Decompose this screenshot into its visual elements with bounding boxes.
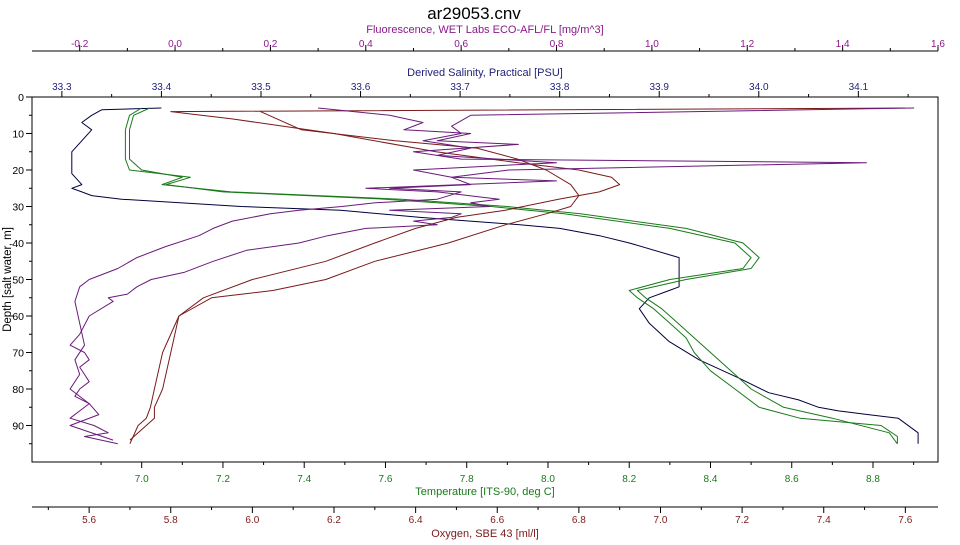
temperature-tick-label: 7.8 (460, 474, 474, 485)
oxygen-tick-label: 6.8 (572, 515, 586, 526)
temperature-tick-label: 8.8 (866, 474, 880, 485)
chart-title: ar29053.cnv (427, 4, 521, 23)
fluorescence-tick-label: 0.8 (550, 39, 564, 50)
depth-tick-label: 60 (12, 311, 24, 323)
oxygen-tick-label: 6.0 (245, 515, 259, 526)
depth-tick-label: 0 (18, 92, 24, 104)
temperature-tick-label: 8.6 (785, 474, 799, 485)
depth-tick-label: 50 (12, 275, 24, 287)
depth-tick-label: 80 (12, 384, 24, 396)
oxygen-tick-label: 7.2 (735, 515, 749, 526)
depth-tick-label: 40 (12, 238, 24, 250)
oxygen-tick-label: 7.0 (654, 515, 668, 526)
temperature-tick-label: 8.4 (704, 474, 718, 485)
salinity-tick-label: 33.5 (251, 82, 271, 93)
salinity-tick-label: 33.3 (52, 82, 72, 93)
salinity-profile-line (71, 107, 919, 444)
fluorescence-tick-label: -0.2 (71, 39, 89, 50)
fluorescence-axis-label: Fluorescence, WET Labs ECO-AFL/FL [mg/m^… (366, 24, 603, 36)
fluorescence-tick-label: 0.0 (168, 39, 182, 50)
depth-tick-label: 20 (12, 165, 24, 177)
oxygen-profile-line (129, 111, 580, 445)
temperature-tick-label: 7.2 (216, 474, 230, 485)
fluorescence-tick-label: 1.6 (931, 39, 945, 50)
temperature-profile-line (129, 107, 898, 445)
salinity-tick-label: 33.4 (152, 82, 172, 93)
series-group (69, 107, 919, 445)
salinity-tick-label: 33.9 (649, 82, 669, 93)
oxygen-tick-label: 7.4 (817, 515, 831, 526)
oxygen-tick-label: 7.6 (898, 515, 912, 526)
salinity-tick-label: 34.0 (749, 82, 769, 93)
salinity-axis-label: Derived Salinity, Practical [PSU] (407, 67, 563, 79)
depth-tick-label: 90 (12, 421, 24, 433)
fluorescence-tick-label: 0.4 (359, 39, 373, 50)
fluorescence-tick-label: 0.6 (454, 39, 468, 50)
temperature-tick-label: 8.2 (622, 474, 636, 485)
oxygen-tick-label: 5.6 (82, 515, 96, 526)
fluorescence-tick-label: 1.0 (645, 39, 659, 50)
oxygen-tick-label: 5.8 (164, 515, 178, 526)
fluorescence-tick-label: 1.2 (740, 39, 754, 50)
depth-tick-label: 70 (12, 348, 24, 360)
salinity-tick-label: 34.1 (849, 82, 869, 93)
depth-tick-label: 10 (12, 129, 24, 141)
fluorescence-tick-label: 1.4 (836, 39, 850, 50)
oxygen-tick-label: 6.2 (327, 515, 341, 526)
temperature-tick-label: 8.0 (541, 474, 555, 485)
plot-frame (31, 96, 939, 463)
temperature-axis-label: Temperature [ITS-90, deg C] (415, 486, 554, 498)
temperature-tick-label: 7.4 (297, 474, 311, 485)
depth-tick-label: 30 (12, 202, 24, 214)
oxygen-tick-label: 6.6 (490, 515, 504, 526)
salinity-tick-label: 33.7 (450, 82, 470, 93)
oxygen-profile-line (129, 107, 906, 441)
temperature-tick-label: 7.0 (135, 474, 149, 485)
temperature-tick-label: 7.6 (379, 474, 393, 485)
temperature-profile-line (124, 107, 898, 444)
depth-axis-label: Depth [salt water, m] (2, 227, 14, 332)
oxygen-tick-label: 6.4 (409, 515, 423, 526)
salinity-tick-label: 33.8 (550, 82, 570, 93)
fluorescence-profile-line (69, 107, 915, 441)
salinity-tick-label: 33.6 (351, 82, 371, 93)
fluorescence-profile-line (69, 107, 867, 445)
fluorescence-tick-label: 0.2 (263, 39, 277, 50)
oxygen-axis-label: Oxygen, SBE 43 [ml/l] (431, 528, 539, 540)
